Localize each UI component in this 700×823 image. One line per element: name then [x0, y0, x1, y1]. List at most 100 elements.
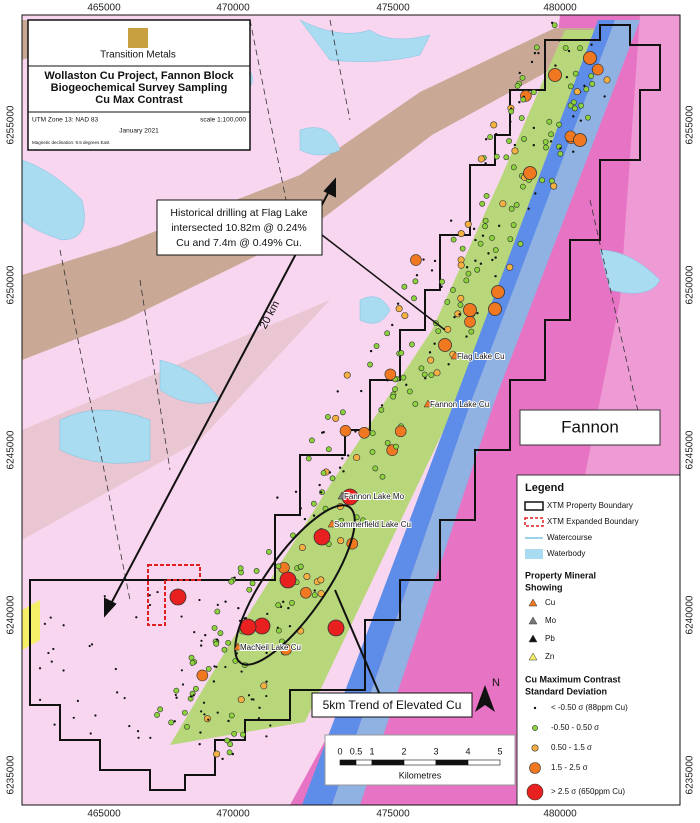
sample-mid	[583, 86, 590, 93]
sample-mid	[325, 414, 331, 420]
sample-mid	[530, 89, 537, 96]
sample-low	[328, 471, 332, 474]
sample-low	[474, 238, 477, 242]
sample-high	[464, 220, 472, 228]
sample-low	[341, 457, 344, 460]
sample-high	[433, 369, 441, 377]
brown-unit	[22, 28, 610, 360]
legend-swatch	[528, 634, 538, 643]
sample-low	[265, 694, 268, 698]
sample-mid	[513, 201, 520, 208]
legend-box	[516, 474, 681, 806]
expanded-boundary	[147, 564, 201, 626]
y-coord: 6250000	[685, 265, 696, 304]
sample-low	[198, 598, 201, 602]
sample-high	[203, 715, 211, 723]
sample-low	[405, 383, 408, 387]
sample-low	[199, 731, 202, 734]
y-coord: 6240000	[685, 595, 696, 634]
scale-bar: 0 0.5 1 2 3 4 5 Kilometres	[324, 734, 516, 786]
legend-item: XTM Property Boundary	[547, 501, 633, 510]
sample-low	[175, 696, 178, 699]
sample-low	[148, 594, 151, 597]
sample-mid	[154, 712, 160, 718]
sample-low	[583, 84, 586, 88]
sample-low	[240, 670, 243, 673]
x-coord: 480000	[543, 3, 577, 14]
sample-max	[313, 528, 331, 546]
sample-low	[456, 353, 460, 357]
sample-low	[123, 696, 126, 700]
logo-text: Transition Metals	[100, 50, 176, 61]
y-coord: 6235000	[685, 755, 696, 794]
title-line: Biogeochemical Survey Sampling	[51, 82, 228, 94]
sample-mid	[571, 105, 578, 112]
sample-mid	[297, 563, 304, 570]
sample-mid	[542, 139, 549, 145]
sample-low	[62, 669, 65, 672]
showing-label: Fannon Lake Cu	[430, 400, 489, 409]
sample-vhigh	[339, 425, 352, 437]
sample-mid	[266, 548, 272, 555]
legend-swatch	[524, 501, 544, 511]
map-frame	[21, 14, 681, 806]
sample-low	[192, 694, 195, 697]
legend-item: Zn	[545, 652, 554, 661]
legend-swatch	[526, 783, 544, 801]
sample-high	[603, 76, 611, 84]
sample-low	[38, 667, 42, 670]
legend-swatch	[528, 598, 538, 607]
sample-max	[239, 618, 257, 636]
sample-vhigh	[463, 303, 477, 317]
sample-low	[433, 342, 436, 345]
sample-low	[116, 691, 119, 694]
legend-item: > 2.5 σ (650ppm Cu)	[551, 787, 625, 796]
sample-low	[472, 227, 476, 231]
fault	[139, 279, 171, 471]
sample-mid	[556, 121, 562, 128]
sample-low	[527, 207, 530, 210]
sample-mid	[520, 96, 527, 103]
callout-line: Historical drilling at Flag Lake	[170, 207, 307, 219]
sample-high	[260, 682, 268, 690]
scale-tick: 3	[433, 746, 438, 756]
sample-high	[457, 294, 465, 302]
sample-vhigh	[583, 51, 597, 65]
sample-high	[499, 200, 507, 208]
lake	[21, 159, 85, 241]
sample-mid	[275, 602, 282, 608]
callout-line: Cu and 7.4m @ 0.49% Cu.	[176, 237, 302, 249]
sample-mid	[379, 473, 386, 480]
sample-low	[313, 589, 316, 592]
sample-vhigh	[300, 586, 312, 599]
showing-marker	[423, 399, 433, 408]
sample-low	[532, 126, 536, 130]
sample-low	[252, 698, 255, 701]
sample-low	[237, 606, 240, 610]
sample-vhigh	[488, 302, 502, 316]
sample-low	[550, 21, 554, 25]
y-coord: 6250000	[6, 265, 17, 304]
sample-mid	[378, 406, 385, 413]
sample-high	[303, 572, 311, 580]
sample-low	[88, 644, 91, 648]
sample-low	[484, 162, 487, 165]
sample-low	[415, 274, 419, 277]
sample-low	[440, 285, 443, 288]
legend-item: 0.50 - 1.5 σ	[551, 743, 592, 752]
sample-mid	[224, 737, 231, 744]
scale-segment	[467, 759, 501, 766]
sample-vhigh	[280, 643, 292, 656]
date: January 2021	[119, 128, 159, 135]
sample-low	[90, 643, 94, 646]
sample-low	[294, 490, 298, 493]
legend-subtitle: Standard Deviation	[525, 686, 607, 696]
sample-high	[444, 325, 452, 333]
sample-low	[559, 147, 562, 150]
declination: Magnetic declination: 9.5 degrees East	[32, 140, 110, 145]
legend-item: XTM Expanded Boundary	[547, 517, 639, 526]
sample-low	[265, 680, 268, 683]
sample-mid	[543, 144, 549, 151]
sample-low	[518, 101, 521, 104]
brown-unit	[22, 300, 330, 540]
